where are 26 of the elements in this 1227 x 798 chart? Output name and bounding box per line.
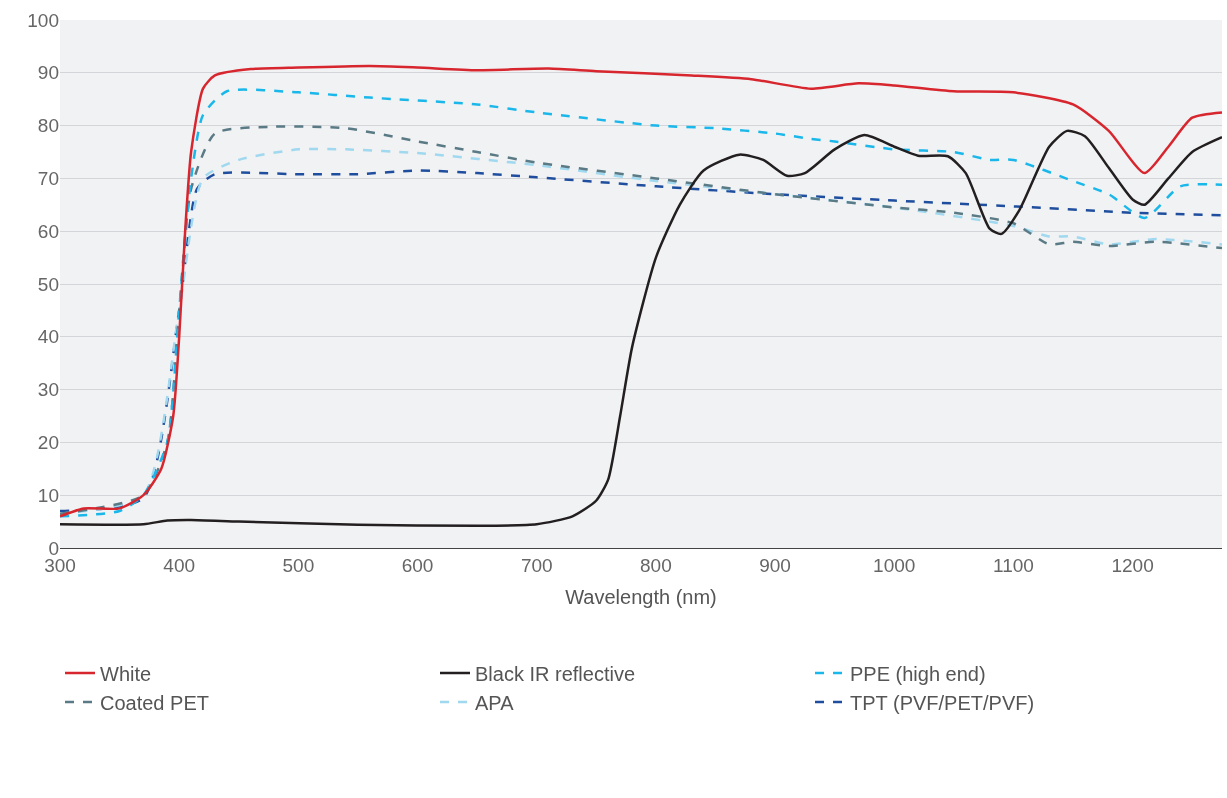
legend-label: Black IR reflective	[475, 662, 636, 685]
legend-label: White	[100, 662, 152, 685]
y-tick-label: 60	[37, 220, 59, 242]
legend-label: PPE (high end)	[850, 662, 986, 685]
y-tick-label: 10	[37, 484, 59, 506]
legend-label: TPT (PVF/PET/PVF)	[850, 691, 1035, 714]
x-tick-label: 400	[163, 554, 196, 576]
y-tick-label: 40	[37, 326, 59, 348]
x-tick-label: 900	[759, 554, 791, 576]
x-axis-title: Wavelength (nm)	[565, 586, 717, 609]
y-tick-label: 50	[37, 273, 59, 295]
x-tick-label: 600	[401, 554, 434, 576]
x-tick-label: 800	[640, 554, 672, 576]
x-tick-label: 700	[520, 554, 553, 576]
y-tick-label: 20	[37, 432, 59, 454]
legend-label: Coated PET	[100, 691, 209, 714]
x-tick-label: 1000	[873, 554, 916, 576]
x-tick-label: 1100	[993, 554, 1034, 576]
y-tick-label: 80	[37, 115, 59, 137]
legend-label: APA	[475, 691, 515, 714]
y-tick-label: 100	[27, 9, 59, 31]
y-tick-label: 30	[37, 379, 59, 401]
y-tick-label: 90	[37, 62, 59, 84]
x-tick-label: 1200	[1111, 554, 1154, 576]
y-tick-label: 70	[37, 168, 59, 190]
x-tick-label: 500	[282, 554, 315, 576]
